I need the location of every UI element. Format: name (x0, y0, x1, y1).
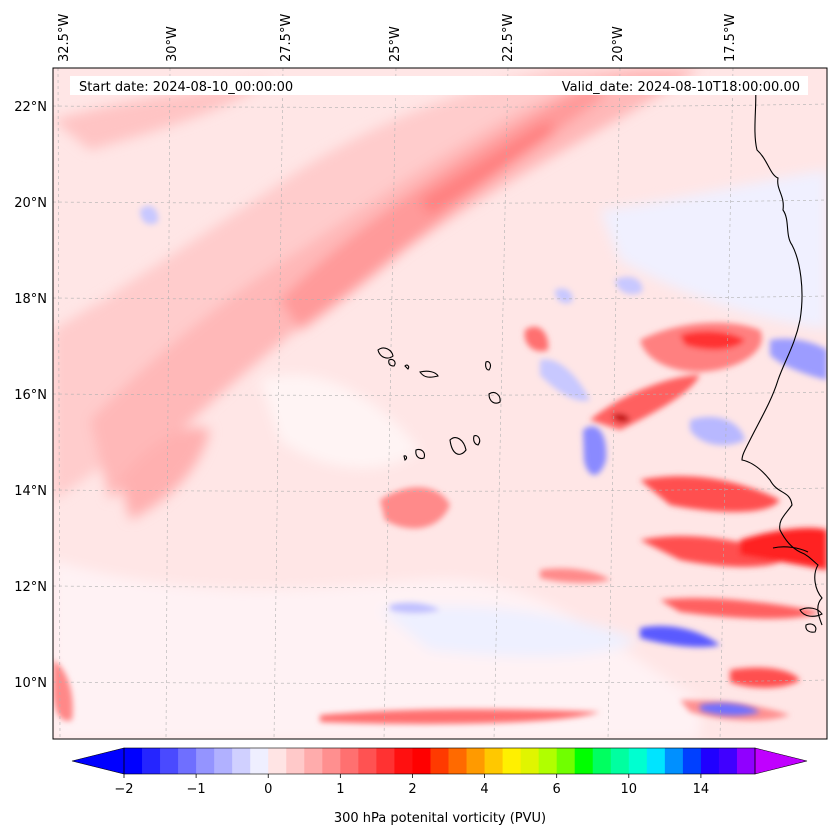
colorbar-cell (700, 748, 720, 774)
colorbar-cell (250, 748, 269, 774)
colorbar-cell (520, 748, 540, 774)
colorbar-cell (556, 748, 576, 774)
colorbar-cell (268, 748, 287, 774)
colorbar-cell (304, 748, 323, 774)
colorbar-ticks: −2 −1 0 1 2 4 6 10 14 (114, 774, 709, 797)
colorbar-tick-label: 10 (621, 782, 638, 797)
lat-label-16n: 16°N (14, 388, 47, 403)
colorbar-cell (592, 748, 612, 774)
colorbar-label: 300 hPa potenital vorticity (PVU) (334, 811, 546, 826)
map-panel: Start date: 2024-08-10_00:00:00 Valid_da… (53, 68, 827, 739)
colorbar-cell (214, 748, 233, 774)
colorbar-cell (664, 748, 684, 774)
pv-field-east (590, 322, 827, 721)
lon-label-25w: 25°W (388, 26, 403, 62)
pv-field-band (53, 68, 700, 520)
colorbar-cell (322, 748, 341, 774)
colorbar-cell (466, 748, 486, 774)
colorbar-cell (628, 748, 648, 774)
colorbar-cell (142, 748, 161, 774)
colorbar-cell (394, 748, 414, 774)
colorbar-cell (232, 748, 251, 774)
colorbar-cell (718, 748, 738, 774)
colorbar-tick-label: −2 (114, 782, 133, 797)
colorbar-tick-label: −1 (187, 782, 206, 797)
lat-label-14n: 14°N (14, 484, 47, 499)
map-frame (52, 67, 828, 740)
colorbar-tick-label: 4 (480, 782, 488, 797)
colorbar-extend-max (754, 747, 808, 775)
lon-label-20w: 20°W (611, 26, 626, 62)
colorbar-frame (123, 747, 756, 775)
lat-label-22n: 22°N (14, 100, 47, 115)
colorbar-cell (682, 748, 702, 774)
colorbar-tick-label: 1 (336, 782, 344, 797)
cape-verde-islands (377, 347, 501, 461)
colorbar: −2 −1 0 1 2 4 6 10 14 300 hPa potenital vorticit… (71, 747, 808, 826)
pv-field-lower (53, 326, 610, 725)
colorbar-cell (574, 748, 594, 774)
lon-label-32-5w: 32.5°W (57, 14, 72, 62)
colorbar-cell (178, 748, 197, 774)
colorbar-cell (448, 748, 468, 774)
colorbar-tick-label: 0 (264, 782, 272, 797)
lat-label-20n: 20°N (14, 196, 47, 211)
lon-label-30w: 30°W (165, 26, 180, 62)
colorbar-cell (196, 748, 215, 774)
colorbar-cell (646, 748, 666, 774)
colorbar-cell (412, 748, 432, 774)
lat-label-12n: 12°N (14, 580, 47, 595)
colorbar-tick-label: 2 (408, 782, 416, 797)
valid-date-text: Valid_date: 2024-08-10T18:00:00.00 (562, 80, 800, 95)
lon-label-17-5w: 17.5°W (723, 14, 738, 62)
pv-field-light (53, 170, 827, 739)
colorbar-cell (358, 748, 377, 774)
colorbar-cell (610, 748, 630, 774)
header-box (70, 76, 808, 95)
colorbar-cell (286, 748, 305, 774)
map-gridlines (53, 68, 827, 739)
colorbar-cell (376, 748, 396, 774)
start-date-text: Start date: 2024-08-10_00:00:00 (79, 80, 293, 95)
colorbar-cells (124, 748, 756, 774)
colorbar-extend-min (71, 747, 125, 775)
colorbar-cell (538, 748, 558, 774)
lat-label-18n: 18°N (14, 292, 47, 307)
colorbar-cell (340, 748, 359, 774)
colorbar-tick-label: 14 (693, 782, 710, 797)
coastlines (377, 79, 823, 633)
pv-field-negative (140, 205, 827, 716)
colorbar-cell (484, 748, 504, 774)
lon-label-27-5w: 27.5°W (279, 14, 294, 62)
colorbar-cell (736, 748, 756, 774)
colorbar-cell (502, 748, 522, 774)
colorbar-cell (160, 748, 179, 774)
africa-coastline (741, 79, 823, 626)
lat-label-10n: 10°N (14, 676, 47, 691)
latitude-labels: 22°N 20°N 18°N 16°N 14°N 12°N 10°N (14, 100, 47, 691)
longitude-labels: 32.5°W 30°W 27.5°W 25°W 22.5°W 20°W 17.5… (57, 14, 738, 62)
lon-label-22-5w: 22.5°W (501, 14, 516, 62)
colorbar-tick-label: 6 (553, 782, 561, 797)
colorbar-cell (430, 748, 450, 774)
colorbar-cell (124, 748, 143, 774)
